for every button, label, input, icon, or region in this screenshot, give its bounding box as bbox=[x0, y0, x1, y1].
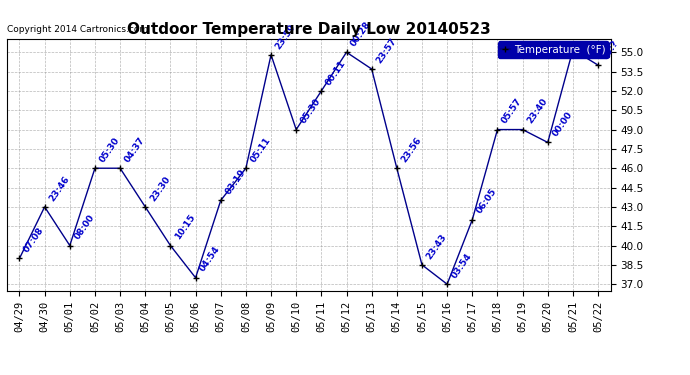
Text: 03:54: 03:54 bbox=[450, 251, 474, 280]
Text: 04:37: 04:37 bbox=[123, 135, 147, 164]
Text: 00:00: 00:00 bbox=[551, 110, 574, 138]
Legend: Temperature  (°F): Temperature (°F) bbox=[498, 42, 609, 58]
Text: 23:46: 23:46 bbox=[48, 174, 71, 203]
Text: 08:00: 08:00 bbox=[72, 213, 96, 242]
Text: 05:?: 05:? bbox=[601, 38, 620, 61]
Text: 05:30: 05:30 bbox=[299, 97, 323, 125]
Text: 05:30: 05:30 bbox=[98, 136, 121, 164]
Text: 23:40: 23:40 bbox=[525, 97, 549, 125]
Text: 03:19: 03:19 bbox=[224, 168, 247, 196]
Text: 07:08: 07:08 bbox=[22, 226, 46, 254]
Text: 10:15: 10:15 bbox=[173, 213, 197, 242]
Text: 23:59: 23:59 bbox=[274, 22, 297, 51]
Text: 23:43: 23:43 bbox=[425, 232, 449, 261]
Text: 23:30: 23:30 bbox=[148, 174, 172, 203]
Text: 23:56: 23:56 bbox=[400, 135, 424, 164]
Text: 00:28: 00:28 bbox=[349, 20, 373, 48]
Text: 23:57: 23:57 bbox=[375, 36, 398, 65]
Text: 00:11: 00:11 bbox=[324, 58, 348, 87]
Text: Copyright 2014 Cartronics.com: Copyright 2014 Cartronics.com bbox=[7, 26, 148, 34]
Text: 06:05: 06:05 bbox=[475, 187, 499, 216]
Text: 05:57: 05:57 bbox=[500, 97, 524, 125]
Title: Outdoor Temperature Daily Low 20140523: Outdoor Temperature Daily Low 20140523 bbox=[127, 22, 491, 37]
Text: 05:11: 05:11 bbox=[248, 135, 273, 164]
Text: 04:54: 04:54 bbox=[198, 245, 222, 274]
